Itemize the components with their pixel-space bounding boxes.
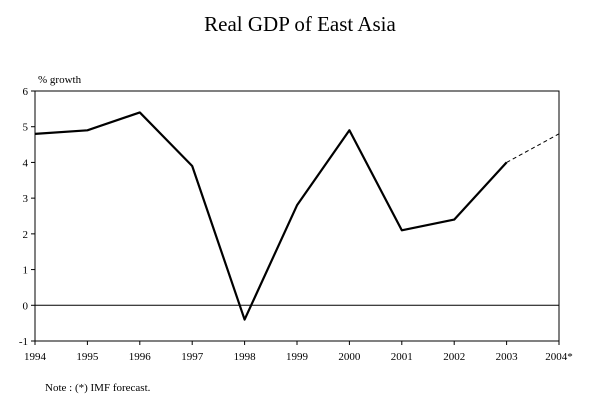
x-tick-label: 1996: [129, 351, 152, 363]
x-tick-label: 2002: [443, 351, 465, 363]
x-tick-label: 1998: [234, 351, 257, 363]
y-axis-ticks: -1 0 1 2 3 4 5 6: [19, 86, 35, 348]
y-axis-label: % growth: [38, 74, 82, 86]
y-tick-label: 5: [23, 122, 29, 134]
gdp-growth-line: [34, 111, 508, 321]
x-tick-label: 1994: [24, 351, 47, 363]
footnote: Note : (*) IMF forecast.: [45, 382, 151, 394]
plot-area: [34, 90, 560, 342]
y-tick-label: 0: [23, 300, 29, 312]
x-tick-label: 1997: [181, 351, 204, 363]
y-tick-label: 1: [23, 265, 29, 277]
y-tick-label: 2: [23, 229, 29, 241]
x-tick-label: 2004*: [545, 351, 573, 363]
x-tick-label: 1995: [76, 351, 99, 363]
x-tick-label: 2001: [391, 351, 413, 363]
x-tick-label: 2003: [496, 351, 519, 363]
x-axis-ticks: 1994 1995 1996 1997 1998 1999 2000 2001 2002 2003…: [24, 341, 573, 363]
x-tick-label: 1999: [286, 351, 309, 363]
y-tick-label: 3: [23, 193, 29, 205]
y-tick-label: -1: [19, 336, 28, 348]
chart-title: Real GDP of East Asia: [204, 12, 396, 36]
forecast-line: [506, 133, 560, 163]
series-group: [34, 111, 560, 321]
x-tick-label: 2000: [338, 351, 361, 363]
y-tick-label: 6: [23, 86, 29, 98]
y-tick-label: 4: [23, 157, 29, 169]
